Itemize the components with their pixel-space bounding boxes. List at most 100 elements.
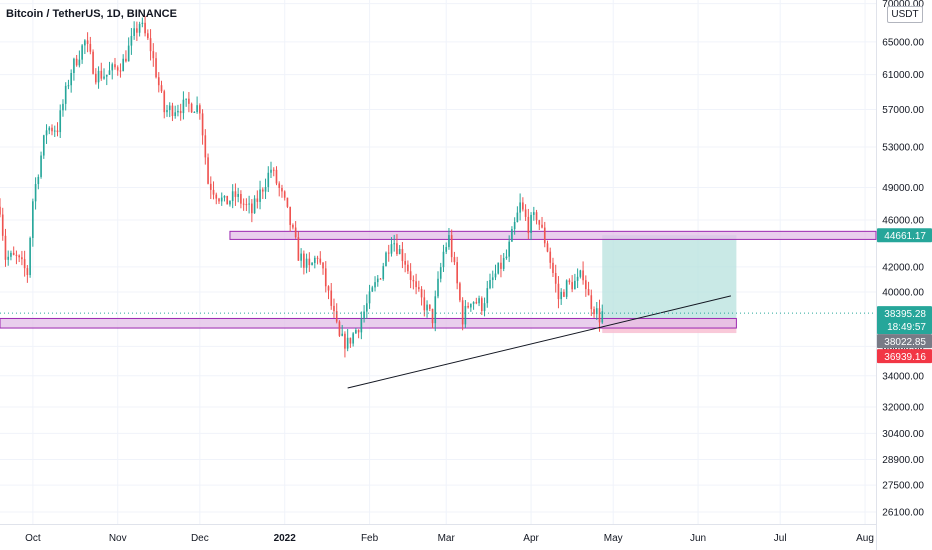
candle-body xyxy=(565,280,568,297)
target-price-badge xyxy=(877,228,932,243)
candle-body xyxy=(590,295,593,310)
candle-body xyxy=(78,59,81,66)
candle-body xyxy=(171,105,174,117)
candle-body xyxy=(303,253,305,268)
candle-body xyxy=(491,277,494,280)
candle-body xyxy=(242,203,245,205)
candle-body xyxy=(519,202,521,213)
candle-body xyxy=(267,172,270,188)
candle-body xyxy=(560,291,563,300)
candle-body xyxy=(122,58,125,72)
candle-body xyxy=(582,270,584,281)
candle-body xyxy=(464,305,467,325)
candle-body xyxy=(426,304,428,311)
candle-body xyxy=(127,45,130,62)
candle-body xyxy=(511,229,513,242)
candle-body xyxy=(193,112,196,114)
candle-body xyxy=(563,291,565,297)
bar-countdown-label: 18:49:57 xyxy=(887,322,926,333)
y-tick-label: 53000.00 xyxy=(882,143,924,154)
candle-body xyxy=(86,40,89,44)
candle-body xyxy=(48,127,51,131)
candle-body xyxy=(552,262,554,273)
candle-body xyxy=(316,257,319,259)
candle-body xyxy=(324,268,327,287)
y-tick-label: 61000.00 xyxy=(882,70,924,81)
candle-body xyxy=(333,305,335,312)
stop-price-label: 36939.16 xyxy=(884,352,926,363)
candle-body xyxy=(51,127,53,132)
candle-body xyxy=(136,28,138,33)
candle-body xyxy=(409,271,412,280)
candle-body xyxy=(450,235,453,258)
x-tick-label: Jun xyxy=(690,533,706,544)
candle-body xyxy=(94,73,97,83)
candle-body xyxy=(478,298,480,304)
candle-body xyxy=(445,247,448,252)
candle-body xyxy=(261,189,264,192)
y-tick-label: 46000.00 xyxy=(882,216,924,227)
candle-body xyxy=(18,255,20,258)
candle-body xyxy=(141,22,144,24)
candle-body xyxy=(500,262,502,269)
stop-price-badge xyxy=(877,349,932,364)
candle-body xyxy=(64,85,67,104)
candle-body xyxy=(70,72,72,86)
candle-body xyxy=(366,303,368,312)
candle-body xyxy=(32,201,34,238)
candle-body xyxy=(251,203,253,214)
candle-body xyxy=(179,110,182,114)
candle-body xyxy=(26,268,29,276)
candle-body xyxy=(532,212,535,215)
candle-body xyxy=(360,318,363,333)
candle-body xyxy=(448,235,450,248)
candle-body xyxy=(278,183,281,188)
candle-body xyxy=(497,262,500,274)
resistance-zone xyxy=(229,230,877,240)
trendline xyxy=(347,295,732,389)
x-tick-label: May xyxy=(604,533,623,544)
candle-body xyxy=(138,23,141,33)
candle-body xyxy=(111,64,114,71)
candle-body xyxy=(390,244,393,254)
candle-body xyxy=(100,70,103,79)
candle-body xyxy=(524,209,527,217)
y-tick-label: 28900.00 xyxy=(882,455,924,466)
candle-body xyxy=(240,193,242,204)
candle-body xyxy=(472,302,475,304)
candle-body xyxy=(237,193,239,197)
candle-body xyxy=(579,270,582,277)
candle-body xyxy=(292,224,294,228)
y-tick-label: 65000.00 xyxy=(882,37,924,48)
candle-body xyxy=(114,64,116,68)
candle-body xyxy=(53,130,56,132)
candle-body xyxy=(346,337,349,349)
candle-body xyxy=(338,321,341,336)
candle-body xyxy=(105,74,108,77)
last-price-label: 38395.28 xyxy=(884,309,926,320)
candle-body xyxy=(393,243,396,245)
candle-body xyxy=(29,237,31,276)
candle-body xyxy=(157,77,160,86)
candle-body xyxy=(387,252,390,254)
candle-body xyxy=(75,58,78,66)
candle-body xyxy=(543,227,546,244)
candle-body xyxy=(182,99,185,114)
candle-body xyxy=(147,33,149,39)
candles xyxy=(0,16,604,358)
candle-body xyxy=(15,254,18,256)
currency-badge[interactable]: USDT xyxy=(887,6,923,23)
candle-body xyxy=(571,282,573,290)
candle-body xyxy=(568,280,571,283)
target-price-label: 44661.17 xyxy=(884,231,926,242)
candle-body xyxy=(229,201,231,205)
candle-body xyxy=(535,212,538,221)
candle-body xyxy=(177,110,179,113)
candle-body xyxy=(379,278,382,280)
candle-body xyxy=(190,103,193,113)
candle-body xyxy=(376,278,379,283)
candle-body xyxy=(494,273,497,278)
candle-body xyxy=(300,253,302,261)
